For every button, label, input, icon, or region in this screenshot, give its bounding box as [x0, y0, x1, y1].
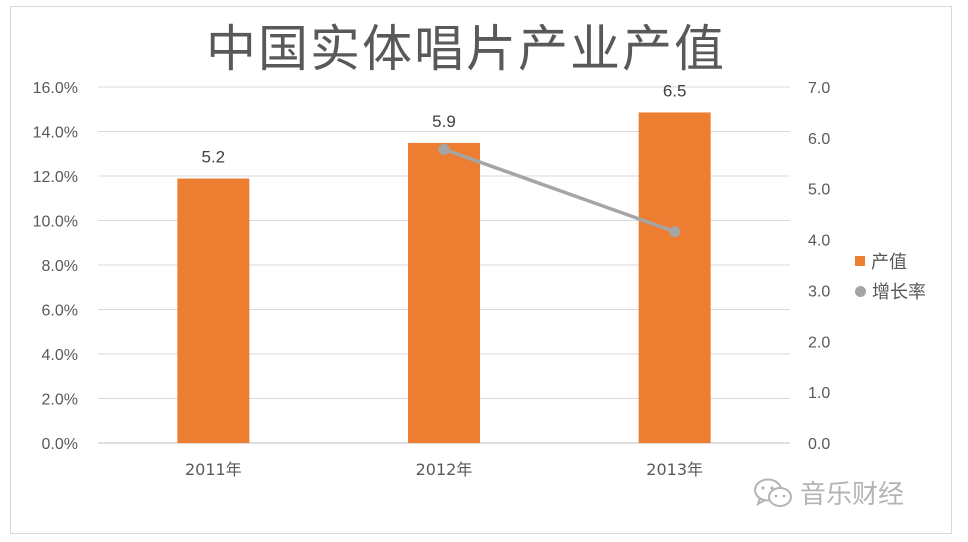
right-axis-tick-label: 1.0 [808, 385, 830, 402]
bar [408, 142, 480, 443]
legend-bar-swatch [855, 256, 865, 266]
watermark-text: 音乐财经 [800, 480, 905, 510]
legend-item-output: 产值 [855, 246, 926, 276]
left-axis-tick-label: 6.0% [42, 303, 78, 320]
left-axis-tick-label: 14.0% [33, 125, 78, 142]
wechat-icon [754, 478, 792, 507]
growth-point [669, 226, 681, 238]
legend-item-growth: 增长率 [855, 276, 926, 306]
chart-title: 中国实体唱片产业产值 [206, 20, 726, 78]
legend-label-growth: 增长率 [872, 282, 926, 303]
chart-frame: 中国实体唱片产业产值 [10, 6, 952, 534]
bar [638, 112, 711, 443]
left-axis-tick-label: 10.0% [33, 214, 78, 231]
growth-point [438, 143, 450, 155]
right-axis-tick-label: 4.0 [808, 233, 830, 250]
right-axis-tick-label: 7.0 [808, 80, 830, 97]
left-axis-tick-label: 16.0% [33, 80, 78, 97]
left-axis-tick-label: 12.0% [33, 169, 78, 186]
watermark: 音乐财经 [752, 474, 904, 511]
right-axis-tick-label: 2.0 [808, 334, 830, 351]
legend: 产值 增长率 [855, 246, 926, 306]
legend-dot-swatch [855, 285, 866, 297]
bar-data-label: 5.9 [432, 112, 456, 131]
left-axis-tick-label: 0.0% [42, 436, 78, 453]
bar [177, 178, 250, 444]
right-axis-tick-label: 3.0 [808, 283, 830, 300]
bar-data-label: 5.2 [202, 148, 226, 167]
left-axis-tick-label: 4.0% [42, 347, 78, 364]
left-axis-tick-label: 2.0% [42, 392, 78, 409]
legend-label-output: 产值 [871, 252, 907, 273]
bar-data-label: 6.5 [663, 81, 687, 100]
x-axis-tick-label: 2011年 [185, 460, 242, 479]
right-axis-tick-label: 5.0 [808, 182, 830, 199]
x-axis-tick-label: 2013年 [646, 460, 703, 479]
left-axis-tick-label: 8.0% [42, 258, 78, 275]
growth-line-segment [443, 147, 676, 234]
right-axis-tick-label: 6.0 [808, 131, 830, 148]
x-axis-tick-label: 2012年 [416, 460, 473, 479]
right-axis-tick-label: 0.0 [808, 436, 830, 453]
